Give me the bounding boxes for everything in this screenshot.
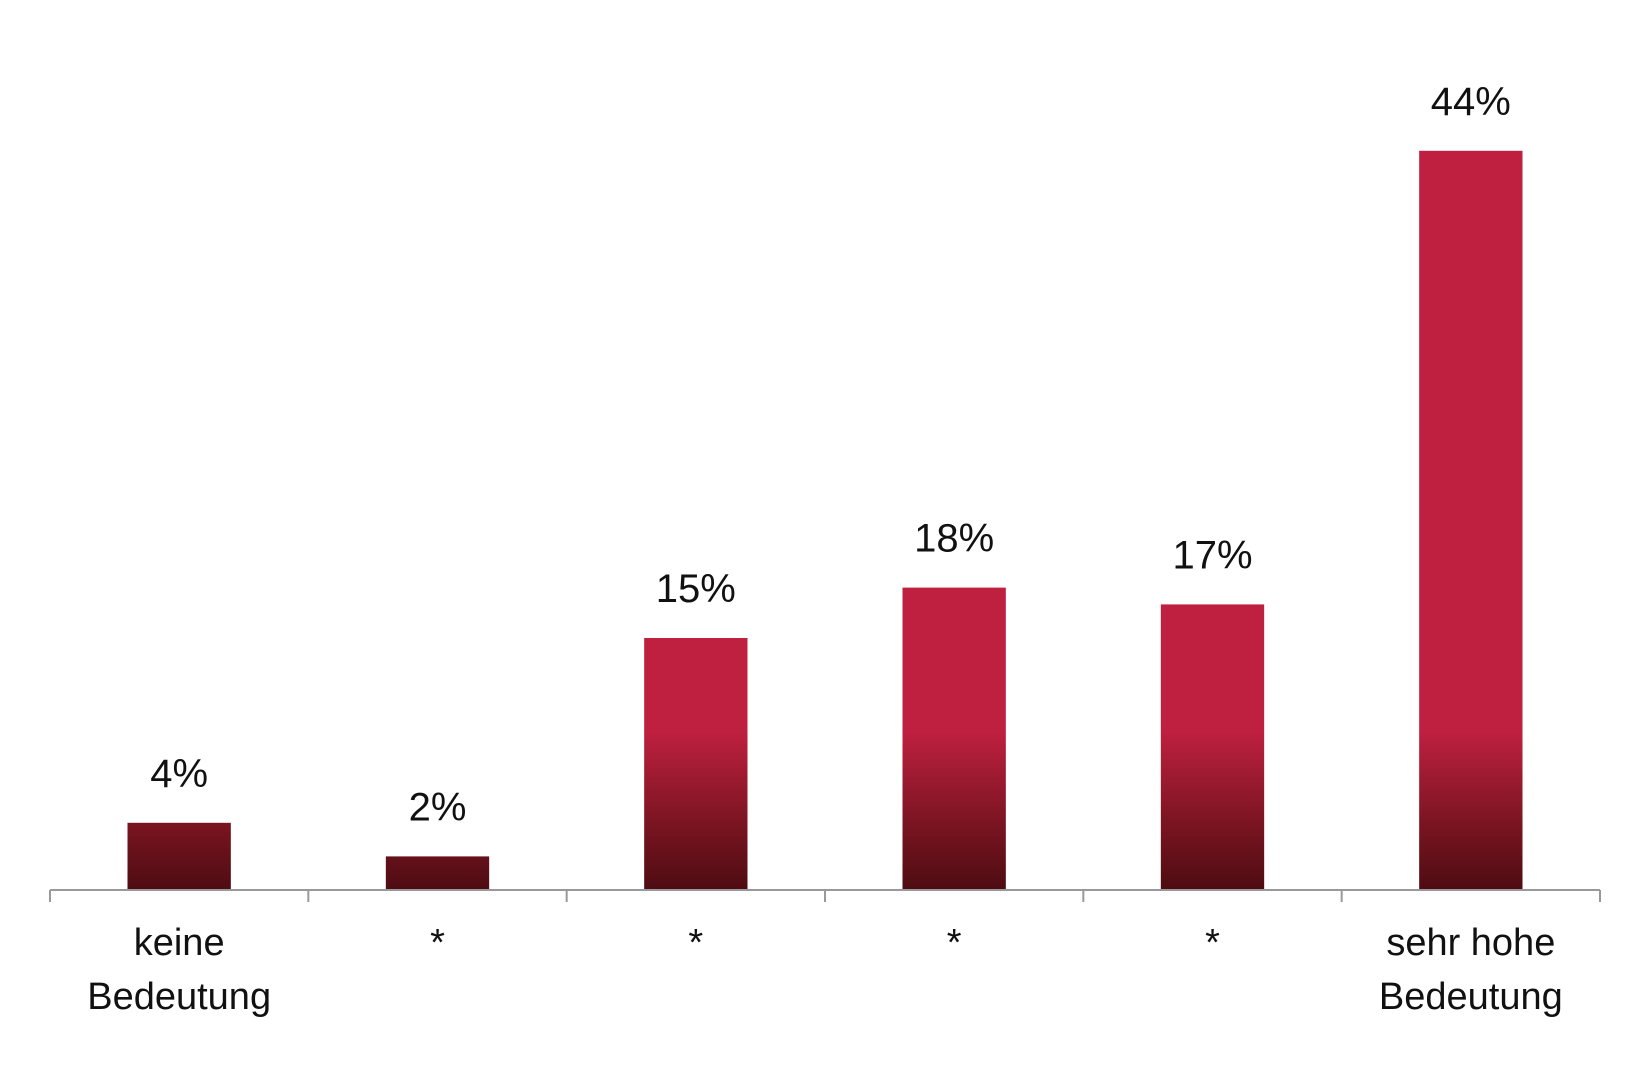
value-label: 18% xyxy=(914,517,994,561)
bar xyxy=(1419,150,1523,891)
x-tick-label: * xyxy=(688,922,704,964)
x-tick-label: * xyxy=(946,922,962,964)
x-tick-label: * xyxy=(430,922,445,964)
value-label: 15% xyxy=(656,567,736,611)
bar xyxy=(644,638,748,890)
x-tick-label: * xyxy=(1205,922,1220,964)
bar xyxy=(1160,604,1265,890)
bar xyxy=(385,856,490,890)
bar xyxy=(127,822,231,890)
value-label: 44% xyxy=(1431,80,1511,124)
value-label: 2% xyxy=(409,785,467,829)
value-label: 17% xyxy=(1172,533,1252,577)
bar xyxy=(902,587,1006,890)
x-tick-label: sehr hohe Bedeutung xyxy=(1378,922,1563,1018)
value-label: 4% xyxy=(150,752,208,796)
x-tick-label: keine Bedeutung xyxy=(87,922,272,1018)
